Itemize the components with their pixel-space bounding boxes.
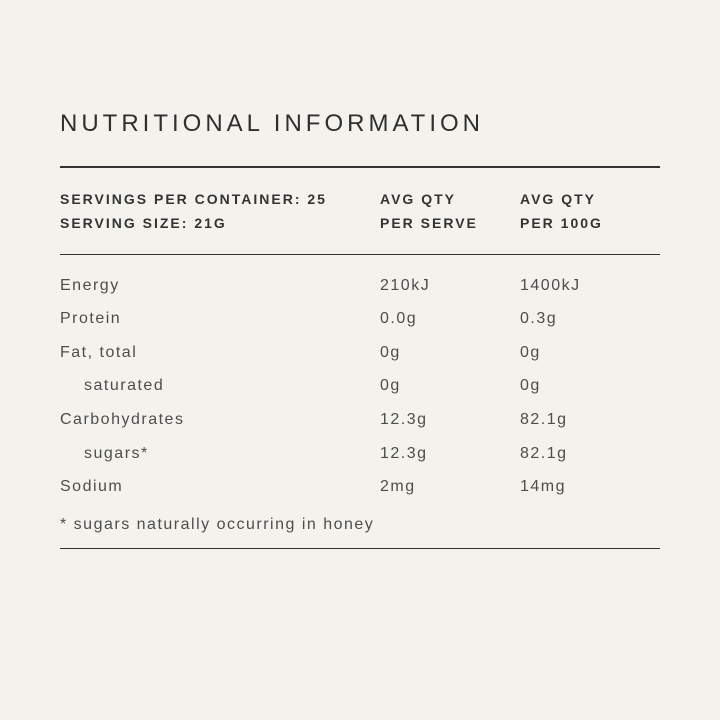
footnote: * sugars naturally occurring in honey xyxy=(60,514,660,548)
table-header: SERVINGS PER CONTAINER: 25 SERVING SIZE:… xyxy=(60,168,660,254)
serving-size: SERVING SIZE: 21G xyxy=(60,212,380,236)
table-row: Energy210kJ1400kJ xyxy=(60,269,660,303)
row-per-serve: 210kJ xyxy=(380,269,520,303)
row-per-serve: 0g xyxy=(380,336,520,370)
table-row: Protein0.0g0.3g xyxy=(60,302,660,336)
row-label: Carbohydrates xyxy=(60,403,380,437)
row-per-100g: 0g xyxy=(520,336,660,370)
row-per-serve: 12.3g xyxy=(380,437,520,471)
header-col-per-serve: AVG QTY PER SERVE xyxy=(380,188,520,236)
row-per-100g: 1400kJ xyxy=(520,269,660,303)
table-body: Energy210kJ1400kJProtein0.0g0.3gFat, tot… xyxy=(60,255,660,514)
nutrition-panel: NUTRITIONAL INFORMATION SERVINGS PER CON… xyxy=(60,110,660,549)
row-per-serve: 2mg xyxy=(380,470,520,504)
table-row: Sodium2mg14mg xyxy=(60,470,660,504)
row-per-100g: 0g xyxy=(520,369,660,403)
row-label: Sodium xyxy=(60,470,380,504)
panel-title: NUTRITIONAL INFORMATION xyxy=(60,110,660,138)
row-per-100g: 14mg xyxy=(520,470,660,504)
row-label: Protein xyxy=(60,302,380,336)
row-label: Fat, total xyxy=(60,336,380,370)
row-per-serve: 12.3g xyxy=(380,403,520,437)
row-per-100g: 0.3g xyxy=(520,302,660,336)
row-per-serve: 0g xyxy=(380,369,520,403)
row-label: Energy xyxy=(60,269,380,303)
row-per-100g: 82.1g xyxy=(520,403,660,437)
row-per-100g: 82.1g xyxy=(520,437,660,471)
table-row: Fat, total0g0g xyxy=(60,336,660,370)
header-left: SERVINGS PER CONTAINER: 25 SERVING SIZE:… xyxy=(60,188,380,236)
header-col-per-100g: AVG QTY PER 100G xyxy=(520,188,660,236)
table-row: sugars*12.3g82.1g xyxy=(60,437,660,471)
row-label: saturated xyxy=(60,369,380,403)
servings-per-container: SERVINGS PER CONTAINER: 25 xyxy=(60,188,380,212)
table-row: saturated0g0g xyxy=(60,369,660,403)
rule-bottom xyxy=(60,548,660,549)
table-row: Carbohydrates12.3g82.1g xyxy=(60,403,660,437)
row-label: sugars* xyxy=(60,437,380,471)
row-per-serve: 0.0g xyxy=(380,302,520,336)
